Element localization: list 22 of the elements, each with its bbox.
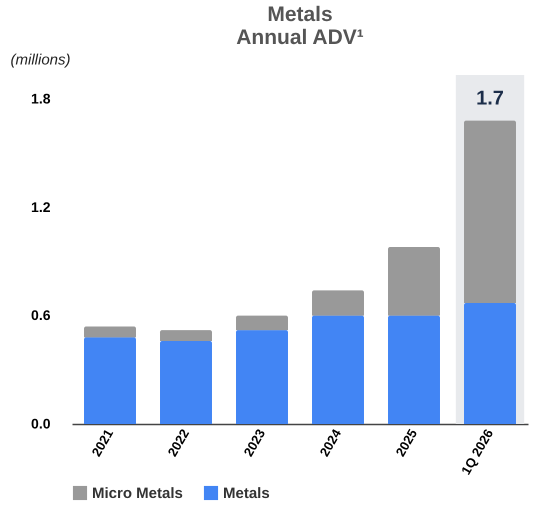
y-tick-label: 1.2 xyxy=(31,198,51,215)
legend-label: Metals xyxy=(223,485,270,502)
bar xyxy=(388,247,440,316)
bar xyxy=(236,316,288,330)
chart-title: Metals xyxy=(267,3,333,26)
bar xyxy=(388,316,440,424)
bar xyxy=(464,303,516,424)
bar xyxy=(312,316,364,424)
bar xyxy=(312,290,364,316)
bar xyxy=(464,120,516,304)
legend-label: Micro Metals xyxy=(92,485,183,502)
y-tick-label: 1.8 xyxy=(31,90,51,106)
y-tick-label: 0.0 xyxy=(31,416,51,432)
bar xyxy=(160,340,212,424)
bar xyxy=(236,330,288,424)
bar xyxy=(84,326,136,338)
y-tick-label: 0.6 xyxy=(31,307,51,324)
bar xyxy=(160,330,212,341)
bar xyxy=(84,337,136,424)
y-axis-title: (millions) xyxy=(10,52,71,68)
chart-subtitle: Annual ADV¹ xyxy=(236,26,364,49)
total-label: 1.7 xyxy=(476,88,504,110)
